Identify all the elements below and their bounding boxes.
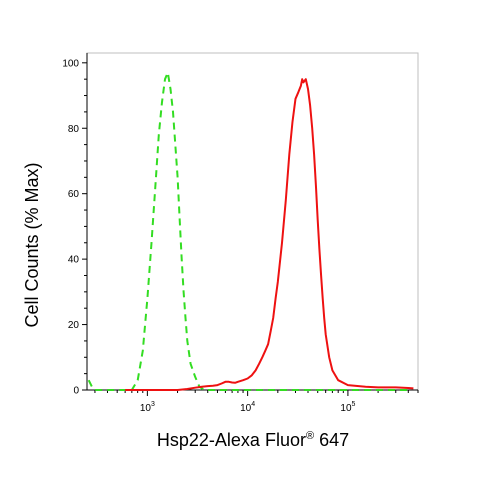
x-axis-ticks: 103 104 105 [94, 390, 419, 414]
x-tick-label: 103 [140, 401, 155, 414]
series-layer [87, 71, 414, 391]
control-histogram-line [87, 71, 409, 391]
y-tick-label: 60 [68, 189, 80, 200]
x-axis-title-main: Hsp22-Alexa Fluor [157, 430, 306, 450]
y-tick-label: 0 [73, 386, 79, 397]
x-tick-label: 105 [340, 401, 355, 414]
sample-histogram-line [125, 78, 414, 391]
y-axis-title: Cell Counts (% Max) [22, 162, 42, 327]
x-tick-label: 104 [240, 401, 255, 414]
y-tick-label: 100 [62, 58, 79, 69]
y-tick-label: 80 [68, 124, 80, 135]
y-tick-label: 40 [68, 255, 80, 266]
y-tick-label: 20 [68, 320, 80, 331]
plot-border [86, 52, 419, 391]
plot-frame [86, 52, 419, 391]
x-axis-title-registered-mark: ® [306, 430, 314, 442]
y-axis-ticks: 0 20 40 60 80 100 [62, 58, 87, 397]
x-axis-title: Hsp22-Alexa Fluor® 647 [157, 430, 349, 450]
x-axis-title-tail: 647 [314, 430, 349, 450]
